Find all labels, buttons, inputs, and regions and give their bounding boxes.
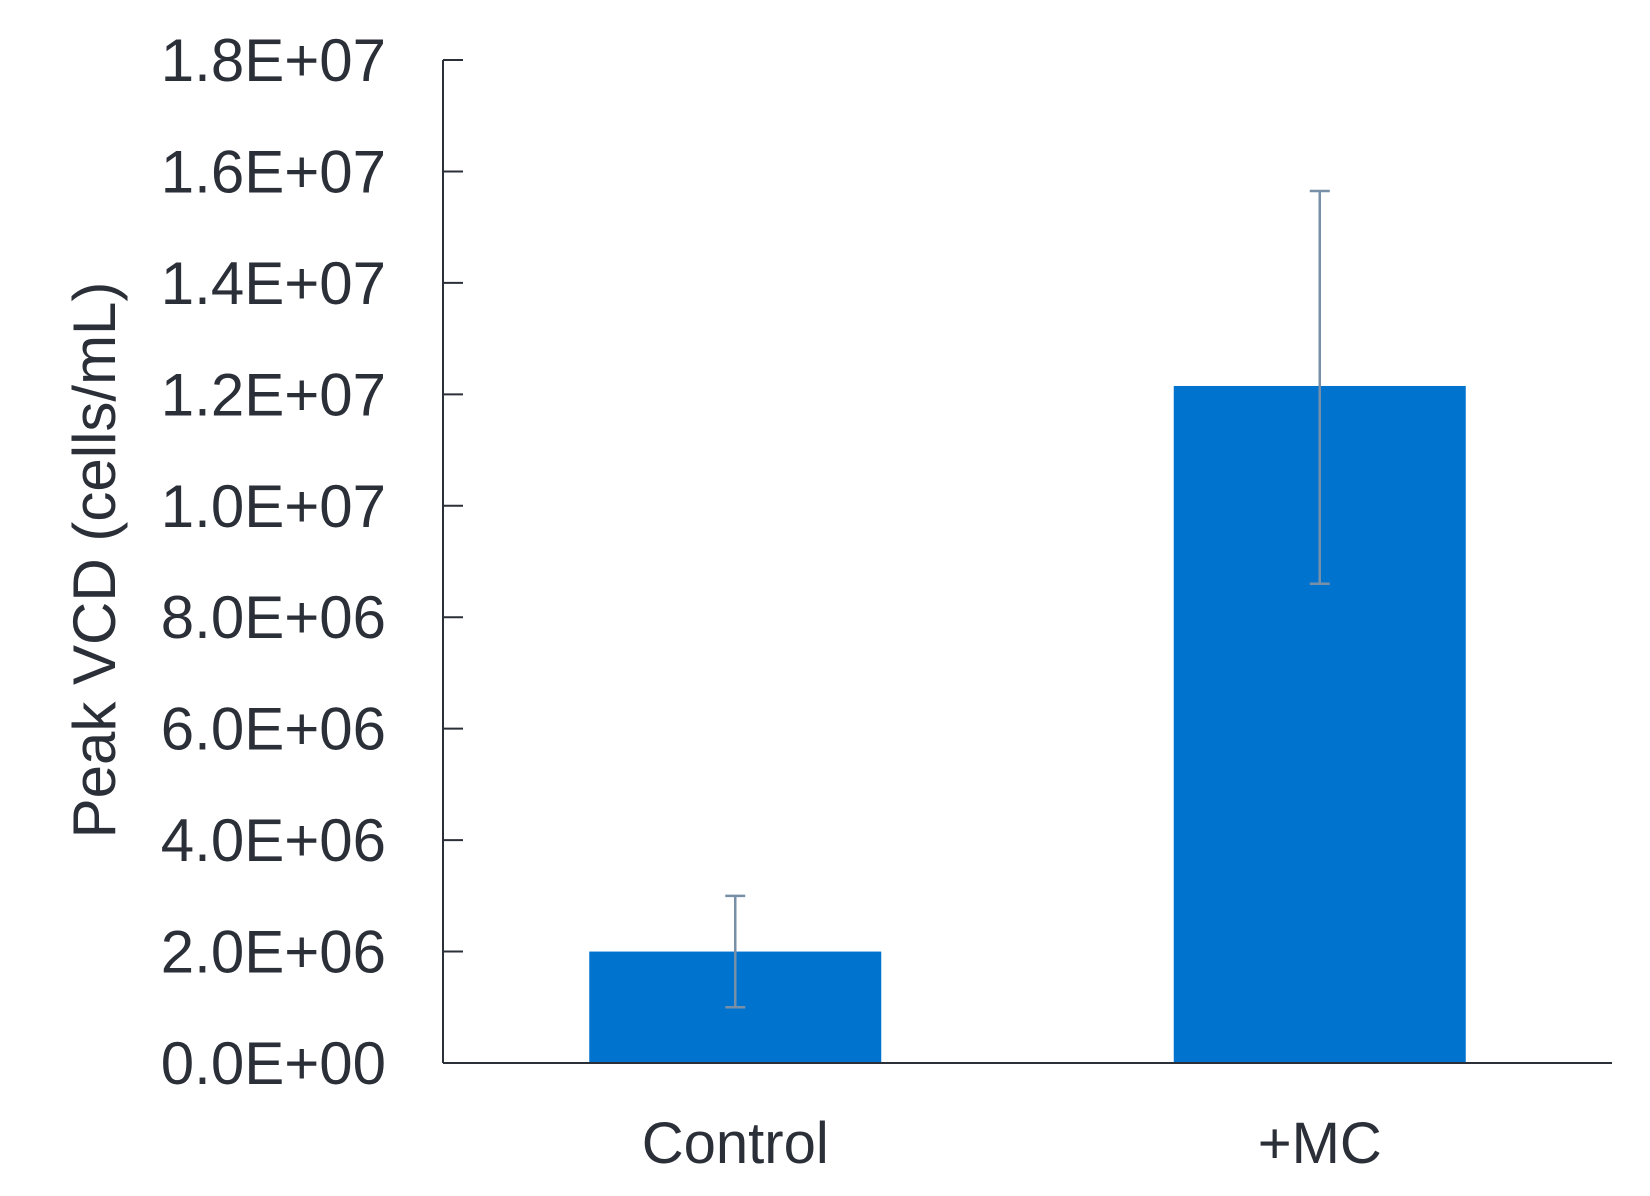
x-category-label: Control	[642, 1111, 829, 1176]
bars-layer	[589, 385, 1466, 1064]
y-tick-label: 0.0E+00	[161, 1030, 386, 1097]
y-tick-label: 1.2E+07	[161, 361, 386, 428]
axes-layer	[442, 60, 1612, 1064]
y-tick-label: 4.0E+06	[161, 807, 386, 874]
y-axis-title: Peak VCD (cells/mL)	[61, 282, 128, 839]
y-tick-label: 1.6E+07	[161, 138, 386, 205]
error-bars-layer	[725, 189, 1330, 1009]
y-tick-label: 2.0E+06	[161, 919, 386, 986]
x-category-label: +MC	[1258, 1111, 1382, 1176]
x-labels-layer: Control +MC	[642, 1111, 1382, 1176]
y-tick-label: 1.8E+07	[161, 27, 386, 94]
error-bar	[1309, 189, 1330, 586]
y-tick-label: 1.4E+07	[161, 250, 386, 317]
y-tick-label: 1.0E+07	[161, 473, 386, 540]
error-bar	[725, 894, 746, 1009]
y-ticks-layer: 0.0E+00 2.0E+06 4.0E+06 6.0E+06 8.0E+06 1.0E+…	[161, 27, 463, 1097]
y-tick-label: 6.0E+06	[161, 696, 386, 763]
y-tick-label: 8.0E+06	[161, 584, 386, 651]
